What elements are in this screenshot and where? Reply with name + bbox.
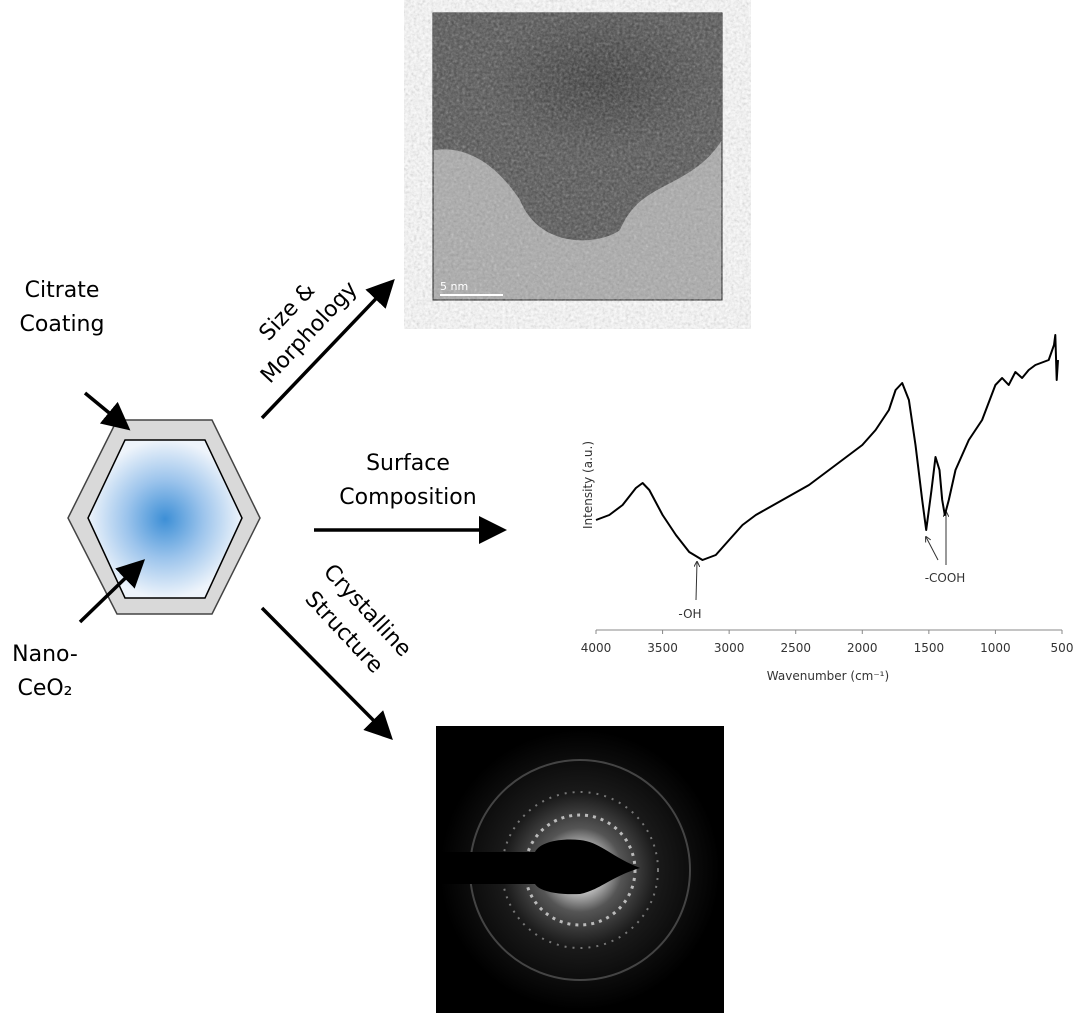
x-tick-label: 1500 [914,641,945,655]
x-tick-label: 2000 [847,641,878,655]
diffraction-image [436,726,724,1013]
diagram: 5 nm Citrate Coating Nano- CeO₂ Surface … [0,0,1076,1013]
x-tick-label: 1000 [980,641,1011,655]
label: Citrate [25,278,100,303]
annotation-arrows [696,512,946,600]
spectrum-line [596,335,1058,560]
x-tick-label: 4000 [581,641,612,655]
label: Coating [20,312,105,337]
x-tick-label: 3500 [647,641,678,655]
label: Nano- [12,642,78,667]
y-axis-label: Intensity (a.u.) [581,441,595,529]
label: CeO₂ [17,676,72,701]
x-tick-label: 2500 [780,641,811,655]
x-axis-label: Wavenumber (cm⁻¹) [767,669,889,683]
x-tick-label: 500 [1051,641,1074,655]
label: Surface [366,451,450,476]
tem-image: 5 nm [433,10,722,300]
annotation: -OH [678,607,701,621]
scale-bar-label: 5 nm [440,280,468,293]
x-tick-label: 3000 [714,641,745,655]
spectrum-chart: Intensity (a.u.) Wavenumber (cm⁻¹) -OH -… [581,335,1074,683]
annotation: -COOH [925,571,966,585]
label: Composition [339,485,476,510]
nanoparticle [68,420,260,614]
